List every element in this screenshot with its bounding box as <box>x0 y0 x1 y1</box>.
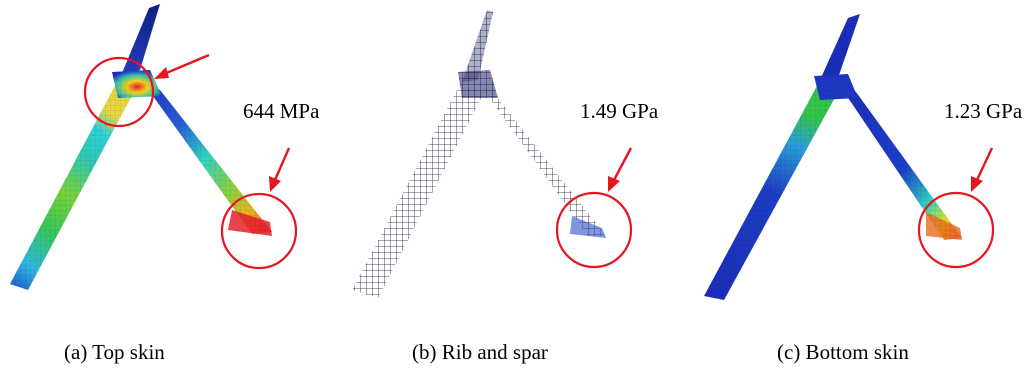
panel-a-callouts <box>83 53 298 270</box>
panel-c-stress-label: 1.23 GPa <box>944 99 1023 123</box>
panel-b-stress-label: 1.49 GPa <box>580 99 659 123</box>
panel-b-tip-arrow <box>612 147 633 181</box>
panel-a-stress-label: 644 MPa <box>243 99 320 123</box>
panel-c-tip-circle <box>917 191 995 269</box>
panel-a-caption: (a) Top skin <box>64 340 165 364</box>
panel-c-tip-arrow <box>975 147 994 181</box>
panel-a-tip-circle <box>220 192 298 270</box>
panel-a-wing-model <box>10 4 272 290</box>
panel-a-tip-arrowhead <box>269 176 281 192</box>
panel-b-callouts <box>555 147 633 269</box>
panel-c-tip-arrowhead <box>971 176 983 192</box>
panel-b-tip-arrowhead <box>608 176 620 192</box>
panel-a-tip-arrow <box>273 147 291 181</box>
panel-c-caption: (c) Bottom skin <box>777 340 909 364</box>
panel-a-junction-arrow <box>163 53 210 76</box>
panel-c-wing-model <box>704 14 962 300</box>
panel-b-wing-model <box>352 10 606 298</box>
panel-b-tip-circle <box>555 191 633 269</box>
panel-a-junction-arrowhead <box>154 67 169 79</box>
panel-b-caption: (b) Rib and spar <box>412 340 548 364</box>
panel-a-junction-circle <box>83 56 155 128</box>
panel-c-callouts <box>917 147 995 269</box>
